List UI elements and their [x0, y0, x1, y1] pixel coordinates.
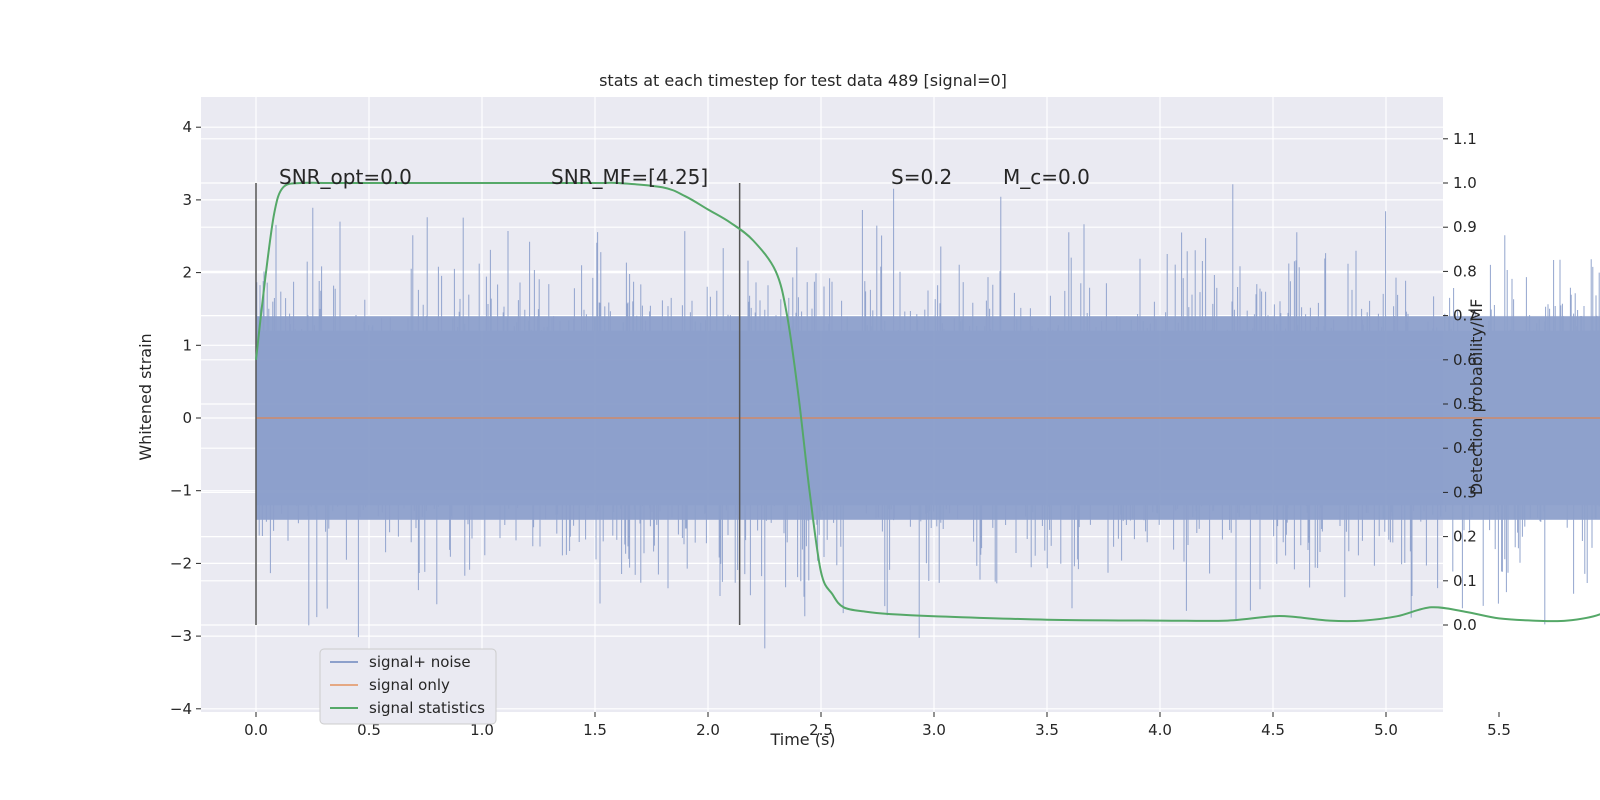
y-axis-right: 0.0 0.1 0.2 0.3 0.4 0.5 0.6 0.7 0.8 0.9 1.0 1.1	[1443, 130, 1477, 634]
y-axis-left: −4 −3 −2 −1 0 1 2 3 4	[170, 118, 201, 718]
y2-tick-label: 0.0	[1453, 616, 1477, 634]
annotation-mc: M_c=0.0	[1003, 165, 1090, 189]
y2-tick-label: 0.1	[1453, 572, 1477, 590]
y-tick-label: 4	[182, 118, 192, 136]
annotation-snr-mf: SNR_MF=[4.25]	[551, 165, 708, 189]
x-tick-label: 4.5	[1261, 721, 1285, 739]
signal-statistics-series	[255, 181, 1600, 623]
x-tick-label: 3.5	[1035, 721, 1059, 739]
y2-tick-label: 0.9	[1453, 218, 1477, 236]
y-axis-label: Whitened strain	[136, 333, 155, 460]
y2-tick-label: 0.8	[1453, 262, 1477, 280]
y-tick-label: −2	[170, 554, 192, 572]
y2-tick-label: 0.2	[1453, 528, 1477, 546]
y2-tick-label: 0.3	[1453, 483, 1477, 501]
y-tick-label: −3	[170, 627, 192, 645]
legend-label-signal-only: signal only	[369, 676, 450, 694]
y-tick-label: 2	[182, 264, 192, 282]
statistics-curve	[255, 181, 1600, 623]
y-tick-label: 0	[182, 409, 192, 427]
x-tick-label: 1.5	[583, 721, 607, 739]
x-tick-label: 0.0	[244, 721, 268, 739]
x-tick-label: 4.0	[1148, 721, 1172, 739]
legend-box	[319, 648, 497, 725]
y2-tick-label: 0.7	[1453, 307, 1477, 325]
x-tick-label: 2.5	[809, 721, 833, 739]
y2-tick-label: 1.1	[1453, 130, 1477, 148]
legend: signal+ noise signal only signal statist…	[319, 648, 497, 725]
y2-tick-label: 0.4	[1453, 439, 1477, 457]
y2-axis-label: Detection probability/MF	[1467, 299, 1486, 496]
y-tick-label: 3	[182, 191, 192, 209]
legend-label-noise: signal+ noise	[369, 653, 471, 671]
legend-label-statistics: signal statistics	[369, 699, 485, 717]
x-tick-label: 0.5	[357, 721, 381, 739]
x-tick-label: 2.0	[696, 721, 720, 739]
annotation-s: S=0.2	[891, 165, 952, 189]
y2-tick-label: 0.5	[1453, 395, 1477, 413]
y2-tick-label: 1.0	[1453, 174, 1477, 192]
x-axis-label: Time (s)	[769, 730, 835, 749]
vertical-markers	[255, 183, 741, 625]
y-tick-label: −1	[170, 482, 192, 500]
x-axis: 0.00.51.01.52.02.53.03.54.04.55.05.56.06…	[244, 712, 1511, 739]
y2-tick-label: 0.6	[1453, 351, 1477, 369]
x-tick-label: 3.0	[922, 721, 946, 739]
x-tick-label: 5.0	[1374, 721, 1398, 739]
x-tick-label: 5.5	[1487, 721, 1511, 739]
y-tick-label: 1	[182, 336, 192, 354]
annotation-snr-opt: SNR_opt=0.0	[279, 165, 412, 189]
y-tick-label: −4	[170, 700, 192, 718]
chart-title: stats at each timestep for test data 489…	[599, 71, 1007, 90]
x-tick-label: 1.0	[470, 721, 494, 739]
